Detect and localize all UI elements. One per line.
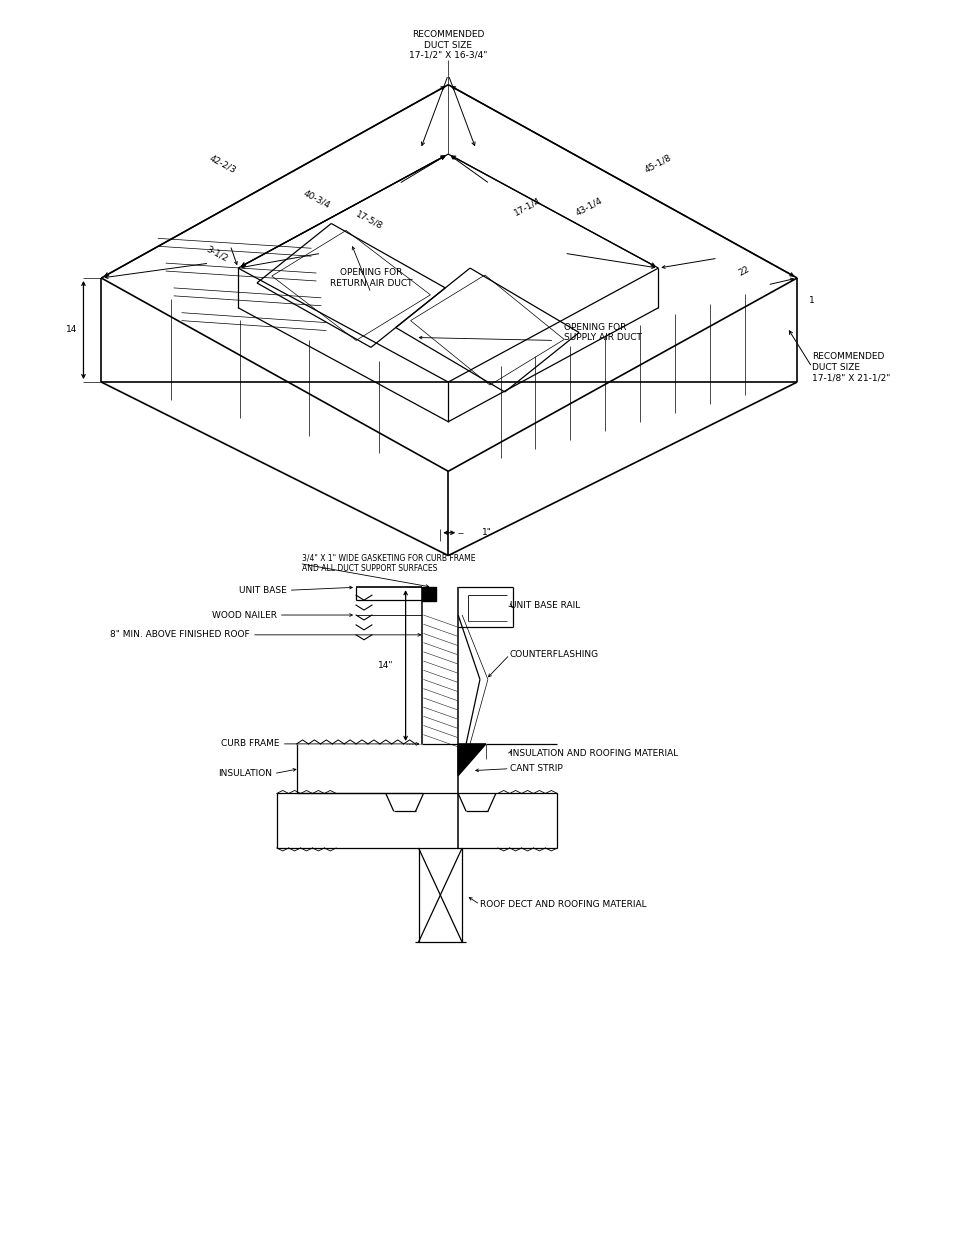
Text: 3/4" X 1" WIDE GASKETING FOR CURB FRAME
AND ALL DUCT SUPPORT SURFACES: 3/4" X 1" WIDE GASKETING FOR CURB FRAME … [301, 553, 475, 573]
Text: 3-1/2: 3-1/2 [205, 245, 230, 263]
Polygon shape [457, 743, 485, 776]
Text: INSULATION: INSULATION [217, 769, 272, 778]
Text: CANT STRIP: CANT STRIP [509, 764, 562, 773]
Text: COUNTERFLASHING: COUNTERFLASHING [509, 650, 598, 659]
Text: UNIT BASE: UNIT BASE [238, 585, 287, 595]
Text: 40-3/4: 40-3/4 [301, 188, 331, 210]
Text: UNIT BASE RAIL: UNIT BASE RAIL [509, 600, 579, 610]
Text: OPENING FOR
RETURN AIR DUCT: OPENING FOR RETURN AIR DUCT [330, 268, 412, 288]
Text: RECOMMENDED
DUCT SIZE
17-1/2" X 16-3/4": RECOMMENDED DUCT SIZE 17-1/2" X 16-3/4" [409, 30, 487, 61]
Text: OPENING FOR
SUPPLY AIR DUCT: OPENING FOR SUPPLY AIR DUCT [563, 322, 641, 342]
Text: 1: 1 [808, 296, 814, 305]
Text: 1": 1" [481, 529, 492, 537]
Text: 8" MIN. ABOVE FINISHED ROOF: 8" MIN. ABOVE FINISHED ROOF [111, 630, 250, 640]
Text: CURB FRAME: CURB FRAME [221, 740, 279, 748]
Text: 42-2/3: 42-2/3 [207, 153, 237, 174]
Text: 14": 14" [377, 661, 394, 671]
Text: 43-1/4: 43-1/4 [574, 196, 603, 217]
Text: INSULATION AND ROOFING MATERIAL: INSULATION AND ROOFING MATERIAL [509, 750, 678, 758]
Text: 17-5/8: 17-5/8 [354, 210, 383, 231]
Text: 17-1/4: 17-1/4 [512, 196, 542, 217]
Text: 45-1/8: 45-1/8 [642, 153, 673, 175]
Text: ROOF DECT AND ROOFING MATERIAL: ROOF DECT AND ROOFING MATERIAL [479, 900, 646, 909]
Text: RECOMMENDED
DUCT SIZE
17-1/8" X 21-1/2": RECOMMENDED DUCT SIZE 17-1/8" X 21-1/2" [811, 352, 889, 382]
Text: 22: 22 [737, 264, 751, 278]
Text: WOOD NAILER: WOOD NAILER [212, 610, 276, 620]
Text: 14: 14 [66, 325, 77, 333]
Polygon shape [422, 588, 436, 601]
